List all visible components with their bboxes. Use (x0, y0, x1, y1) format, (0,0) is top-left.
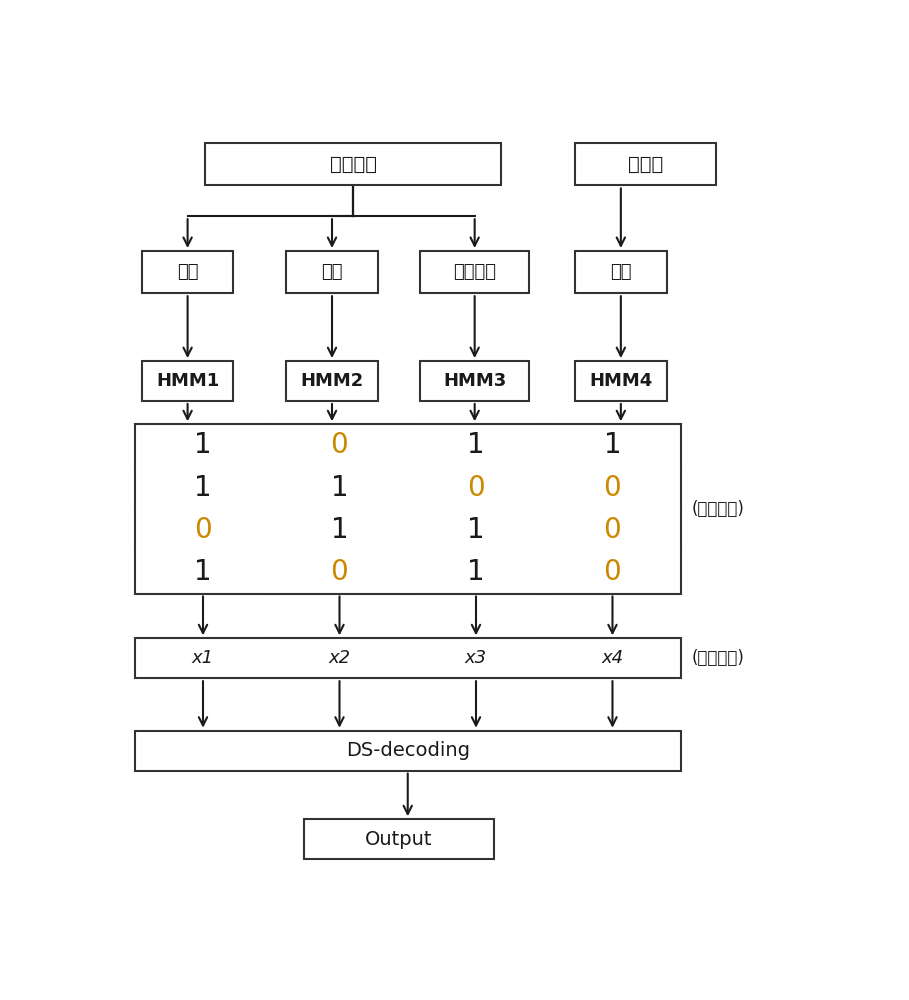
Text: x1: x1 (192, 649, 214, 667)
Text: 0: 0 (604, 558, 622, 586)
Text: 1: 1 (331, 474, 348, 502)
Text: (码字向量): (码字向量) (692, 649, 744, 667)
Text: x4: x4 (602, 649, 624, 667)
Text: 1: 1 (467, 516, 484, 544)
Text: 1: 1 (331, 516, 348, 544)
Text: HMM3: HMM3 (443, 372, 506, 390)
Text: 0: 0 (467, 474, 484, 502)
Text: 1: 1 (604, 431, 621, 459)
Bar (135, 731, 681, 771)
Text: 1: 1 (195, 474, 212, 502)
Bar (420, 361, 529, 401)
Bar (286, 361, 378, 401)
Text: 相关系数: 相关系数 (454, 263, 496, 281)
Bar (304, 819, 494, 859)
Text: 方差: 方差 (321, 263, 343, 281)
Text: HMM2: HMM2 (300, 372, 364, 390)
Bar (142, 251, 234, 293)
Text: 谱特征: 谱特征 (628, 155, 664, 174)
Text: HMM4: HMM4 (589, 372, 653, 390)
Text: 0: 0 (604, 474, 622, 502)
Text: 均値: 均値 (610, 263, 632, 281)
Text: HMM1: HMM1 (156, 372, 219, 390)
Bar (420, 251, 529, 293)
Text: 0: 0 (604, 516, 622, 544)
Text: 0: 0 (331, 558, 348, 586)
Text: x2: x2 (328, 649, 351, 667)
Bar (142, 361, 234, 401)
Text: Output: Output (365, 830, 433, 849)
Text: (稀疏矩阵): (稀疏矩阵) (692, 500, 744, 518)
Bar (286, 251, 378, 293)
Text: DS-decoding: DS-decoding (345, 741, 470, 760)
Text: 1: 1 (195, 558, 212, 586)
Bar (575, 143, 716, 185)
Text: 时域特征: 时域特征 (330, 155, 376, 174)
Bar (135, 638, 681, 678)
Text: 0: 0 (195, 516, 212, 544)
Text: 1: 1 (467, 431, 484, 459)
Text: 1: 1 (195, 431, 212, 459)
Bar (575, 361, 666, 401)
Text: 1: 1 (467, 558, 484, 586)
Text: 均値: 均値 (177, 263, 198, 281)
Text: 0: 0 (331, 431, 348, 459)
Bar (135, 424, 681, 594)
Bar (575, 251, 666, 293)
Bar (205, 143, 501, 185)
Text: x3: x3 (464, 649, 487, 667)
